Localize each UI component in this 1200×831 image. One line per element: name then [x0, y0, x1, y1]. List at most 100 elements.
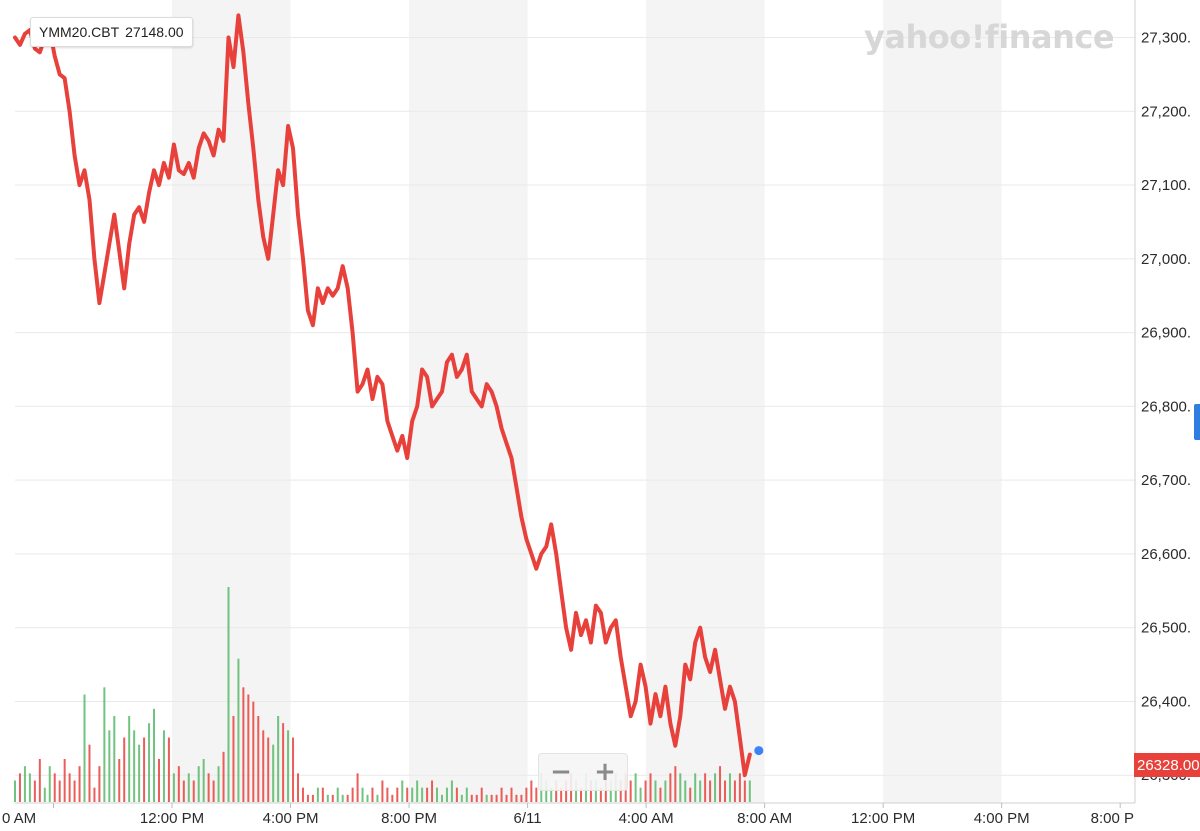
volume-bar-38: [202, 759, 205, 802]
x-tick-label: 0 AM: [2, 810, 36, 827]
volume-bar-14: [83, 694, 86, 802]
volume-bar-44: [232, 716, 235, 802]
volume-bar-27: [148, 723, 151, 802]
volume-bar-52: [272, 744, 275, 802]
y-tick-label: 27,000.: [1141, 251, 1191, 268]
volume-bar-111: [565, 780, 568, 802]
volume-bar-87: [445, 787, 448, 802]
volume-bar-5: [38, 759, 41, 802]
volume-bar-41: [217, 766, 220, 802]
y-tick-label: 26,700.: [1141, 472, 1191, 489]
volume-bar-60: [311, 794, 314, 802]
symbol-tooltip: YMM20.CBT 27148.00: [30, 17, 193, 47]
volume-bar-13: [78, 766, 81, 802]
price-line: [13, 13, 764, 778]
right-panel-handle[interactable]: [1194, 404, 1200, 440]
volume-bar-66: [341, 794, 344, 802]
y-tick-label: 27,100.: [1141, 177, 1191, 194]
session-band-1: [409, 0, 528, 803]
volume-bar-128: [649, 773, 652, 802]
symbol-label: YMM20.CBT: [39, 24, 120, 40]
volume-bar-89: [455, 787, 458, 802]
volume-bar-51: [267, 737, 270, 802]
volume-bar-129: [654, 780, 657, 802]
zoom-in-button[interactable]: +: [594, 757, 616, 787]
volume-bar-47: [247, 694, 250, 802]
volume-bar-74: [381, 780, 384, 802]
zoom-controls: − +: [538, 753, 628, 791]
volume-bar-57: [297, 773, 300, 802]
volume-bar-68: [351, 787, 354, 802]
y-tick-label: 26,600.: [1141, 546, 1191, 563]
volume-bar-139: [704, 773, 707, 802]
volume-bar-103: [525, 787, 528, 802]
volume-bar-61: [316, 787, 319, 802]
volume-bar-10: [63, 759, 66, 802]
volume-bar-45: [237, 658, 240, 802]
volume-bar-67: [346, 794, 349, 802]
volume-bar-42: [222, 751, 225, 802]
volume-bar-127: [644, 780, 647, 802]
volume-bar-72: [371, 787, 374, 802]
volume-bar-39: [207, 773, 210, 802]
volume-bar-142: [719, 766, 722, 802]
volume-bar-17: [98, 766, 101, 802]
volume-bar-124: [629, 780, 632, 802]
volume-bar-83: [426, 787, 429, 802]
zoom-out-button[interactable]: −: [550, 757, 572, 787]
volume-bar-63: [326, 794, 329, 802]
last-price-tag: 26328.00: [1134, 753, 1200, 777]
volume-bar-11: [68, 773, 71, 802]
volume-bar-137: [694, 773, 697, 802]
volume-bar-138: [699, 780, 702, 802]
volume-bar-58: [301, 787, 304, 802]
volume-bar-93: [475, 794, 478, 802]
last-point-marker: [754, 746, 764, 756]
volume-bar-29: [157, 759, 160, 802]
x-tick-label: 4:00 PM: [974, 810, 1030, 827]
x-tick-label: 4:00 AM: [619, 810, 674, 827]
y-axis: 26,300.26,400.26,500.26,600.26,700.26,80…: [1141, 30, 1191, 785]
x-tick-label: 12:00 PM: [851, 810, 915, 827]
volume-bar-91: [465, 787, 468, 802]
price-series-line: [13, 13, 752, 778]
volume-bar-126: [639, 787, 642, 802]
x-tick-label: 8:00 AM: [737, 810, 792, 827]
volume-bar-132: [669, 773, 672, 802]
volume-bar-8: [53, 773, 56, 802]
x-tick-label: 4:00 PM: [263, 810, 319, 827]
volume-bar-135: [684, 780, 687, 802]
volume-bar-36: [192, 780, 195, 802]
volume-bar-88: [450, 780, 453, 802]
volume-bar-78: [401, 780, 404, 802]
x-tick-label: 6/11: [514, 810, 542, 827]
volume-bar-73: [376, 794, 379, 802]
volume-bar-9: [58, 780, 61, 802]
session-band-3: [883, 0, 1002, 803]
volume-bar-116: [589, 780, 592, 802]
volume-bar-107: [545, 780, 548, 802]
volume-bar-40: [212, 780, 215, 802]
volume-bar-146: [738, 773, 741, 802]
x-tick-label: 12:00 PM: [140, 810, 204, 827]
volume-bar-108: [550, 787, 553, 802]
volume-bar-54: [282, 723, 285, 802]
volume-bar-141: [714, 773, 717, 802]
volume-bar-25: [138, 744, 141, 802]
volume-bar-80: [411, 787, 414, 802]
volume-bar-77: [396, 787, 399, 802]
volume-bar-76: [391, 794, 394, 802]
volume-bar-110: [560, 787, 563, 802]
volume-bar-24: [133, 730, 136, 802]
volume-bar-59: [306, 794, 309, 802]
volume-bar-96: [490, 794, 493, 802]
volume-bar-117: [594, 780, 597, 802]
volume-bar-120: [609, 780, 612, 802]
volume-bar-19: [108, 730, 111, 802]
volume-bar-81: [416, 780, 419, 802]
volume-bar-148: [748, 780, 751, 802]
volume-bar-147: [743, 780, 746, 802]
volume-bar-33: [177, 766, 180, 802]
